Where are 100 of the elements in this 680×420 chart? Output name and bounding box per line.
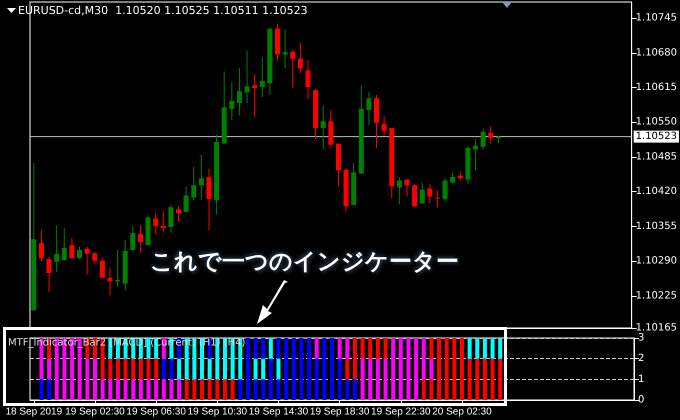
candlestick bbox=[305, 60, 310, 100]
bar bbox=[169, 379, 174, 400]
y-tick-label: 1.10485 bbox=[636, 151, 678, 162]
candlestick bbox=[473, 138, 478, 170]
bar bbox=[146, 379, 151, 400]
candlestick bbox=[480, 128, 486, 150]
y-tick-label: 3 bbox=[638, 332, 644, 344]
candlestick bbox=[450, 172, 456, 184]
candlestick bbox=[92, 252, 98, 264]
bar bbox=[124, 358, 128, 380]
candlestick bbox=[396, 176, 402, 206]
y-tick-label: 1 bbox=[638, 374, 644, 385]
bar bbox=[154, 379, 158, 400]
candlestick bbox=[328, 109, 334, 148]
x-tick-label: 19 Sep 18:30 bbox=[310, 406, 370, 418]
bar bbox=[482, 338, 487, 359]
bar bbox=[100, 379, 105, 400]
x-tick-label: 18 Sep 2019 bbox=[5, 406, 63, 418]
x-tick-label: 19 Sep 22:30 bbox=[371, 406, 431, 418]
ref-line-label: 1.10523 bbox=[636, 131, 678, 142]
bar bbox=[169, 358, 174, 380]
candlestick bbox=[320, 104, 326, 150]
candlestick bbox=[229, 82, 234, 121]
bar bbox=[268, 338, 273, 359]
y-tick-label: 1.10165 bbox=[636, 322, 678, 334]
candlestick bbox=[160, 212, 166, 233]
bar bbox=[261, 338, 266, 359]
x-tick-label: 20 Sep 02:30 bbox=[432, 406, 492, 418]
y-tick-label: 1.10355 bbox=[636, 220, 678, 232]
bar bbox=[39, 379, 44, 400]
x-tick-label: 19 Sep 02:30 bbox=[65, 406, 126, 418]
candlestick bbox=[260, 57, 265, 98]
annotation: これで一つのインジケーター bbox=[150, 248, 459, 277]
candlestick bbox=[62, 228, 67, 262]
candlestick bbox=[206, 168, 212, 231]
candlestick bbox=[282, 29, 288, 69]
bar bbox=[261, 379, 266, 400]
candlestick bbox=[130, 225, 136, 252]
bar bbox=[116, 358, 120, 380]
y-tick-label: 1.10225 bbox=[636, 290, 678, 302]
candlestick bbox=[107, 266, 112, 296]
candlestick bbox=[115, 249, 120, 288]
bar bbox=[138, 358, 143, 380]
candlestick bbox=[69, 238, 74, 260]
candlestick bbox=[168, 204, 174, 233]
y-tick-label: 0 bbox=[638, 394, 644, 406]
candlestick bbox=[442, 178, 448, 202]
y-tick-label: 2 bbox=[638, 353, 644, 364]
candlestick bbox=[236, 68, 242, 116]
bar bbox=[124, 379, 128, 400]
bar bbox=[352, 379, 357, 400]
y-tick-label: 1.10420 bbox=[636, 186, 678, 198]
candlestick bbox=[184, 186, 189, 213]
x-tick-label: 19 Sep 10:30 bbox=[188, 406, 248, 418]
candlestick bbox=[176, 206, 182, 223]
bar bbox=[490, 338, 495, 359]
y-tick-label: 1.10745 bbox=[636, 12, 678, 24]
bar bbox=[276, 338, 280, 359]
x-tick-label: 19 Sep 06:30 bbox=[126, 406, 186, 418]
bar bbox=[254, 338, 258, 359]
bar bbox=[498, 338, 502, 359]
bar bbox=[131, 379, 136, 400]
candlestick bbox=[366, 92, 372, 126]
bar bbox=[138, 379, 143, 400]
bar bbox=[345, 379, 350, 400]
candlestick bbox=[84, 246, 90, 276]
bar bbox=[276, 379, 280, 400]
bar bbox=[108, 358, 112, 380]
candlestick bbox=[38, 230, 44, 262]
y-tick-label: 1.10550 bbox=[636, 116, 678, 128]
bar bbox=[154, 358, 158, 380]
bar bbox=[254, 379, 258, 400]
y-tick-label: 1.10615 bbox=[636, 82, 678, 94]
bar bbox=[177, 379, 182, 400]
candlestick bbox=[290, 49, 296, 89]
candlestick bbox=[434, 190, 440, 208]
bar bbox=[108, 379, 112, 400]
candlestick bbox=[420, 182, 425, 204]
x-tick-label: 19 Sep 14:30 bbox=[248, 406, 309, 418]
bar bbox=[238, 379, 242, 400]
candlestick bbox=[298, 42, 303, 74]
candlestick bbox=[77, 246, 82, 260]
bar bbox=[345, 358, 350, 380]
candlestick bbox=[252, 74, 258, 118]
candlestick bbox=[404, 178, 410, 198]
candlestick bbox=[244, 50, 250, 104]
candlestick bbox=[382, 115, 387, 136]
candlestick bbox=[46, 256, 52, 292]
candlestick bbox=[191, 166, 196, 201]
candlestick bbox=[488, 125, 494, 144]
bar bbox=[468, 338, 472, 359]
candlestick bbox=[54, 224, 60, 272]
candlestick bbox=[198, 154, 204, 201]
candlestick bbox=[427, 183, 432, 204]
candlestick bbox=[153, 212, 158, 234]
bar bbox=[146, 358, 151, 380]
bar bbox=[475, 338, 480, 359]
bar bbox=[116, 379, 120, 400]
candlestick bbox=[100, 257, 105, 278]
bar bbox=[131, 358, 136, 380]
